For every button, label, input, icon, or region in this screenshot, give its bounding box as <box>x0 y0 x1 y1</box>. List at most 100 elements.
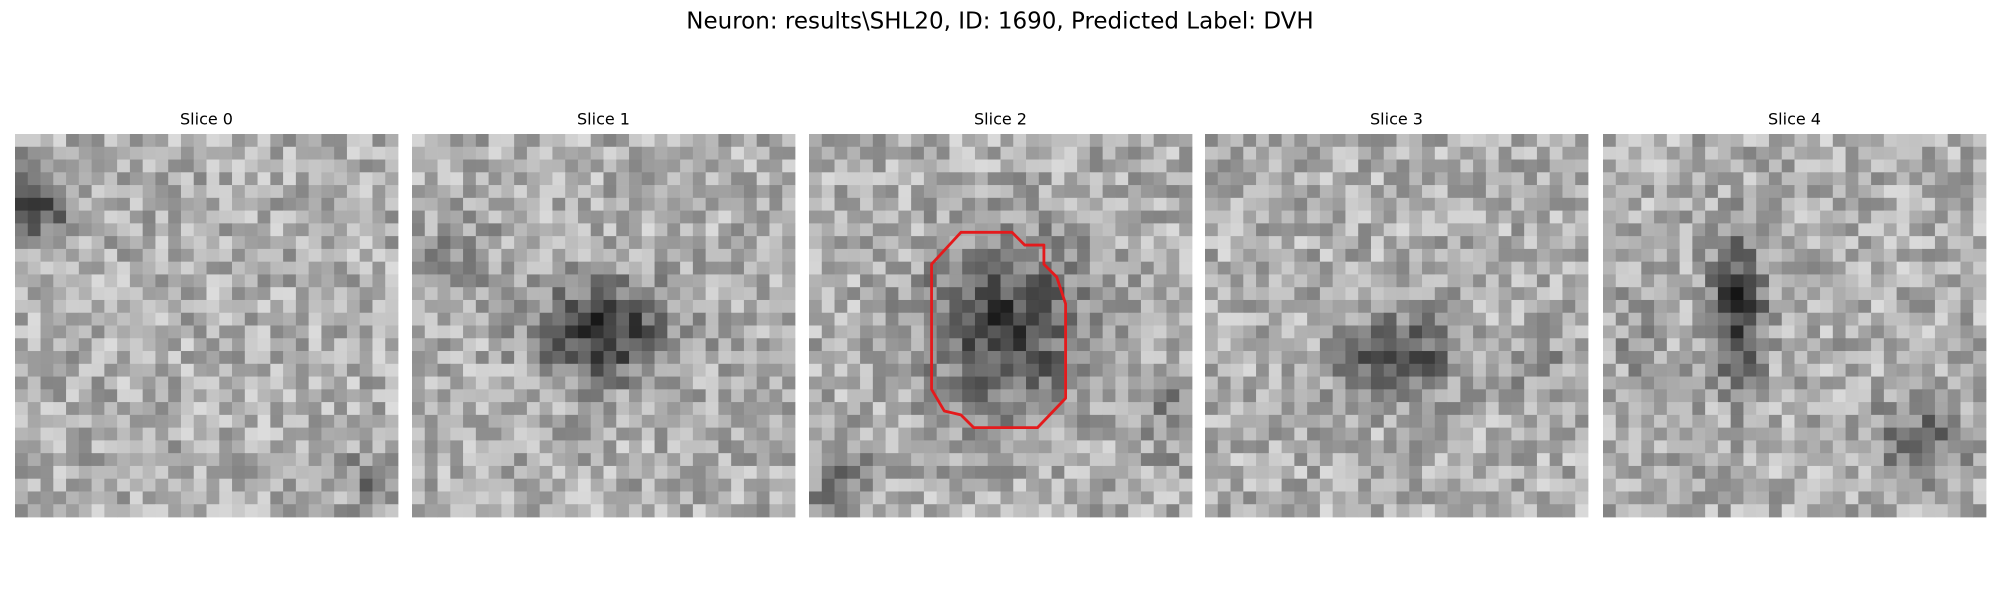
pixel <box>936 223 950 237</box>
pixel <box>872 146 886 160</box>
pixel <box>1485 299 1500 314</box>
pixel <box>1511 223 1525 237</box>
pixel <box>539 197 553 211</box>
pixel <box>501 325 515 339</box>
pixel <box>1820 197 1834 211</box>
pixel <box>860 248 874 263</box>
pixel <box>526 223 541 237</box>
pixel <box>962 299 976 314</box>
pixel <box>1692 261 1706 275</box>
pixel <box>526 465 541 480</box>
pixel <box>1409 453 1423 467</box>
pixel <box>1562 299 1576 314</box>
pixel <box>782 376 796 390</box>
pixel <box>1485 274 1500 288</box>
pixel <box>104 465 118 480</box>
pixel <box>641 478 655 492</box>
pixel <box>1730 146 1744 160</box>
pixel <box>15 453 29 467</box>
pixel <box>1909 299 1923 314</box>
pixel <box>1102 287 1116 301</box>
pixel <box>475 248 489 263</box>
pixel <box>1705 159 1719 173</box>
pixel <box>616 453 630 467</box>
pixel <box>1434 274 1448 288</box>
pixel <box>1077 146 1091 160</box>
pixel <box>1524 210 1538 224</box>
pixel <box>1447 376 1461 390</box>
pixel <box>270 210 284 224</box>
pixel <box>1705 389 1719 403</box>
pixel <box>129 146 144 160</box>
pixel <box>1409 274 1423 288</box>
pixel <box>1383 427 1397 441</box>
pixel <box>1896 223 1910 237</box>
pixel <box>1307 427 1321 441</box>
pixel <box>1345 491 1359 505</box>
pixel <box>1217 402 1231 416</box>
pixel <box>1615 299 1629 314</box>
pixel <box>295 338 310 352</box>
pixel <box>1743 376 1757 390</box>
pixel <box>872 325 886 339</box>
pixel <box>1140 465 1155 480</box>
pixel <box>1064 248 1078 263</box>
pixel <box>450 312 464 326</box>
pixel <box>936 363 950 377</box>
pixel <box>257 134 271 148</box>
pixel <box>641 134 655 148</box>
pixel <box>488 261 502 275</box>
pixel <box>334 478 348 492</box>
pixel <box>1089 414 1104 429</box>
pixel <box>629 363 643 377</box>
pixel <box>168 325 182 339</box>
pixel <box>1447 134 1461 148</box>
pixel <box>1140 440 1155 454</box>
pixel <box>1256 274 1270 288</box>
pixel <box>15 210 29 224</box>
pixel <box>1319 287 1334 301</box>
pixel <box>1179 351 1193 365</box>
pixel <box>1666 440 1680 454</box>
pixel <box>641 248 655 263</box>
pixel <box>911 312 925 326</box>
pixel <box>450 376 464 390</box>
pixel <box>1896 236 1910 250</box>
pixel <box>437 172 451 186</box>
pixel <box>782 299 796 314</box>
pixel <box>219 363 233 377</box>
pixel <box>1026 197 1040 211</box>
pixel <box>809 338 823 352</box>
pixel <box>1768 325 1783 339</box>
pixel <box>809 210 823 224</box>
pixel <box>1947 210 1961 224</box>
pixel <box>1909 274 1923 288</box>
pixel <box>1370 236 1385 250</box>
pixel <box>450 172 464 186</box>
pixel <box>1089 185 1104 199</box>
pixel <box>15 402 29 416</box>
pixel <box>1832 248 1846 263</box>
pixel <box>1102 210 1116 224</box>
pixel <box>104 197 118 211</box>
pixel <box>129 478 144 492</box>
pixel <box>424 478 438 492</box>
pixel <box>590 504 604 518</box>
pixel <box>1064 325 1078 339</box>
pixel <box>1077 351 1091 365</box>
pixel <box>142 351 156 365</box>
pixel <box>1922 389 1936 403</box>
pixel <box>295 223 310 237</box>
pixel <box>1575 248 1589 263</box>
pixel <box>283 236 297 250</box>
pixel <box>385 465 399 480</box>
pixel <box>1498 146 1512 160</box>
pixel <box>1409 504 1423 518</box>
pixel <box>1409 210 1423 224</box>
pixel <box>1615 274 1629 288</box>
pixel <box>334 376 348 390</box>
pixel <box>1319 504 1334 518</box>
pixel <box>821 172 835 186</box>
pixel <box>1294 248 1308 263</box>
pixel <box>1781 312 1795 326</box>
